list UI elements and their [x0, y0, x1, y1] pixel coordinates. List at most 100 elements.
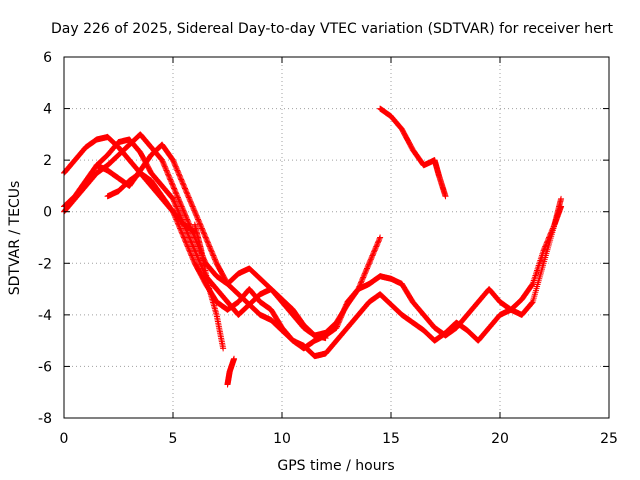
- data-point: [209, 251, 216, 258]
- data-point: [170, 197, 177, 204]
- data-point: [203, 237, 210, 244]
- data-point: [177, 173, 184, 180]
- data-point: [205, 242, 212, 249]
- data-point: [545, 235, 552, 242]
- data-point: [212, 257, 219, 264]
- data-point: [358, 278, 365, 285]
- data-point: [194, 253, 201, 260]
- data-point: [186, 197, 193, 204]
- data-point: [361, 270, 368, 277]
- data-point: [364, 265, 371, 272]
- data-point: [188, 200, 195, 207]
- data-point: [187, 237, 194, 244]
- data-point: [178, 229, 185, 236]
- data-point: [180, 234, 187, 241]
- data-point: [365, 261, 372, 268]
- data-point: [363, 266, 370, 273]
- data-point: [170, 157, 176, 164]
- data-point: [161, 163, 168, 170]
- data-point: [541, 246, 548, 253]
- y-tick-label: 6: [43, 50, 52, 66]
- data-point: [180, 182, 187, 189]
- data-point: [193, 212, 200, 219]
- data-point: [177, 175, 184, 182]
- data-point: [187, 249, 194, 256]
- data-point: [362, 269, 369, 276]
- data-point: [179, 179, 186, 186]
- y-tick-label: -2: [38, 256, 52, 272]
- data-point: [171, 185, 178, 192]
- data-point: [189, 253, 196, 260]
- data-point: [175, 171, 182, 178]
- data-point: [208, 247, 215, 254]
- data-point: [178, 202, 185, 209]
- data-point: [184, 230, 191, 237]
- data-point: [357, 280, 364, 287]
- series-layer: [61, 105, 565, 388]
- data-point: [168, 179, 175, 186]
- data-point: [376, 235, 383, 242]
- data-point: [322, 335, 329, 342]
- data-point: [529, 299, 536, 306]
- data-point: [197, 221, 204, 228]
- data-point: [170, 158, 177, 165]
- data-point: [178, 177, 185, 184]
- data-point: [209, 249, 216, 256]
- data-point: [184, 216, 191, 223]
- data-point: [543, 240, 550, 247]
- data-point: [356, 282, 363, 289]
- data-point: [195, 216, 202, 223]
- y-tick-label: -8: [38, 411, 52, 427]
- data-point: [549, 225, 556, 232]
- data-point: [210, 252, 217, 259]
- data-point: [165, 172, 172, 179]
- data-point: [207, 246, 214, 253]
- data-point: [193, 252, 200, 259]
- data-point: [365, 262, 372, 269]
- data-point: [176, 224, 183, 231]
- data-point: [190, 256, 197, 263]
- data-point: [162, 164, 169, 171]
- data-point: [160, 161, 167, 168]
- data-point: [191, 246, 198, 253]
- data-point: [546, 234, 553, 241]
- series-trace-4: [93, 141, 329, 342]
- data-point: [172, 189, 179, 196]
- data-point: [191, 247, 198, 254]
- data-point: [172, 162, 179, 169]
- data-point: [177, 200, 184, 207]
- data-point: [171, 199, 178, 206]
- y-tick-label: 2: [43, 153, 52, 169]
- data-point: [372, 246, 379, 253]
- data-point: [175, 197, 182, 204]
- data-point: [193, 213, 200, 220]
- data-point: [547, 231, 554, 238]
- data-point: [188, 252, 195, 259]
- data-point: [369, 252, 376, 259]
- data-point: [192, 211, 199, 218]
- series-trace-2: [61, 131, 565, 360]
- data-point: [198, 225, 205, 232]
- data-point: [195, 217, 202, 224]
- data-point: [192, 210, 199, 217]
- data-point: [543, 239, 550, 246]
- data-point: [373, 243, 380, 250]
- data-point: [548, 228, 555, 235]
- x-axis-label: GPS time / hours: [277, 458, 394, 474]
- data-point: [164, 170, 171, 177]
- data-point: [162, 166, 169, 173]
- data-point: [180, 208, 187, 215]
- data-point: [172, 163, 179, 170]
- data-point: [174, 193, 181, 200]
- data-point: [179, 204, 186, 211]
- data-point: [184, 242, 191, 249]
- data-point: [183, 215, 190, 222]
- data-point: [361, 271, 368, 278]
- data-point: [367, 257, 374, 264]
- data-point: [189, 202, 196, 209]
- data-point: [172, 202, 179, 209]
- data-point: [191, 208, 198, 215]
- data-point: [362, 268, 369, 275]
- data-point: [195, 255, 202, 262]
